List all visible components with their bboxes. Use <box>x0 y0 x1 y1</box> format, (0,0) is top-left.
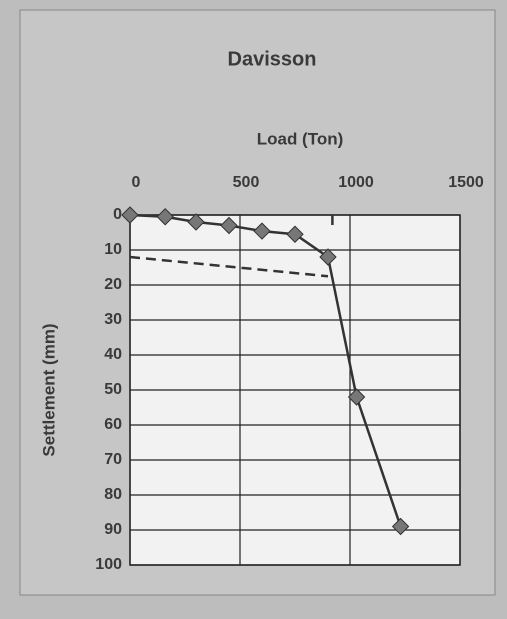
y-tick-label: 30 <box>104 311 122 328</box>
x-tick-label: 1000 <box>338 174 374 191</box>
y-tick-label: 40 <box>104 346 122 363</box>
y-tick-label: 0 <box>113 206 122 223</box>
data-point <box>156 208 174 226</box>
y-axis-label: Settlement (mm) <box>39 323 58 456</box>
y-tick-label: 80 <box>104 486 122 503</box>
dashed-line <box>129 255 329 278</box>
data-point <box>253 222 271 240</box>
y-tick-label: 90 <box>104 521 122 538</box>
y-tick-label: 70 <box>104 451 122 468</box>
x-tick-label: 1500 <box>448 174 484 191</box>
data-point <box>121 206 139 224</box>
y-tick-label: 50 <box>104 381 122 398</box>
data-point <box>319 248 337 266</box>
x-tick-label: 0 <box>132 174 141 191</box>
x-tick-label: 500 <box>233 174 260 191</box>
y-tick-label: 60 <box>104 416 122 433</box>
y-tick-label: 10 <box>104 241 122 258</box>
data-point <box>220 216 238 235</box>
data-point <box>391 517 410 536</box>
data-point <box>286 225 304 243</box>
y-tick-label: 100 <box>95 556 122 573</box>
data-point <box>187 213 205 231</box>
chart-title: Davisson <box>228 48 317 70</box>
y-tick-label: 20 <box>104 276 122 293</box>
data-point <box>347 388 366 406</box>
x-axis-label: Load (Ton) <box>257 129 344 148</box>
